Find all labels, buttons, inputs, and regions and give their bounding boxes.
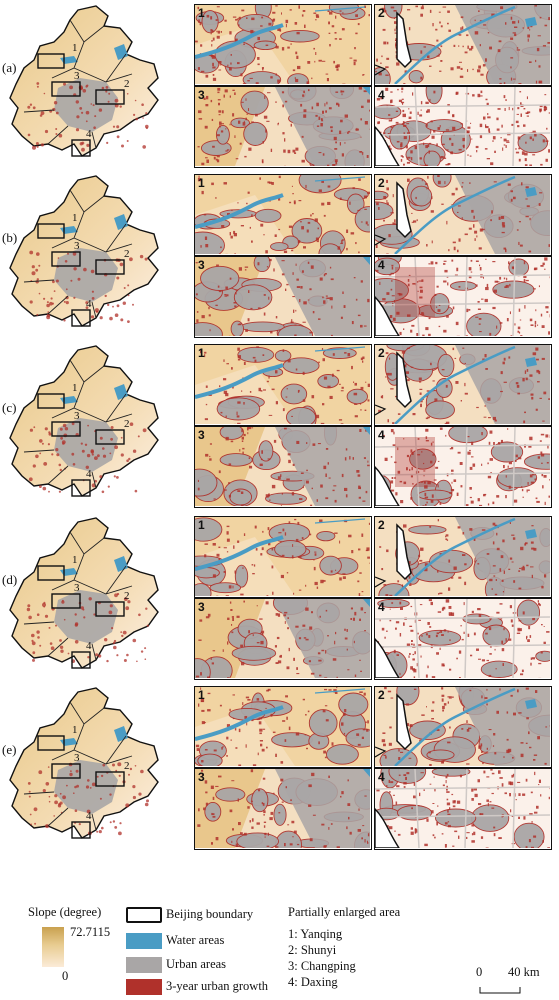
panel-number: 2 xyxy=(378,6,385,20)
map-row: (c) 1 2 3 4 1 2 3 4 xyxy=(0,342,559,510)
enlarged-panel: 1 xyxy=(194,686,372,768)
enlarged-panel: 3 xyxy=(194,256,372,338)
enlarged-panel: 3 xyxy=(194,598,372,680)
panel-number: 1 xyxy=(198,346,205,360)
panel-number: 2 xyxy=(378,518,385,532)
water-swatch xyxy=(126,933,162,949)
panel-number: 3 xyxy=(198,428,205,442)
enlarged-panel: 2 xyxy=(374,174,552,256)
area-daxing: 4: Daxing xyxy=(288,975,338,989)
boundary-swatch xyxy=(126,907,162,923)
overview-box-label: 3 xyxy=(74,410,80,422)
scale-start: 0 xyxy=(476,965,483,979)
beijing-overview-map: 1 2 3 4 xyxy=(8,2,168,170)
row-label: (a) xyxy=(2,60,17,75)
panel-number: 4 xyxy=(378,770,385,784)
panel-number: 2 xyxy=(378,688,385,702)
overview-box-label: 1 xyxy=(72,42,78,54)
beijing-overview-map: 1 2 3 4 xyxy=(8,342,168,510)
overview-box-label: 4 xyxy=(86,298,92,310)
enlarged-panel: 2 xyxy=(374,686,552,768)
enlarged-panel: 3 xyxy=(194,768,372,850)
panel-number: 1 xyxy=(198,688,205,702)
overview-box-label: 2 xyxy=(124,760,130,772)
growth-swatch xyxy=(126,979,162,995)
enlarged-panel: 1 xyxy=(194,516,372,598)
panel-number: 3 xyxy=(198,258,205,272)
panel-number: 1 xyxy=(198,176,205,190)
enlarged-panel: 2 xyxy=(374,344,552,426)
row-label: (b) xyxy=(2,230,18,245)
slope-gradient-bar xyxy=(42,927,64,967)
beijing-overview-map: 1 2 3 4 xyxy=(8,172,168,340)
map-row: (b) 1 2 3 4 1 2 3 4 xyxy=(0,172,559,340)
overview-box-label: 3 xyxy=(74,240,80,252)
overview-box-label: 2 xyxy=(124,590,130,602)
row-label: (e) xyxy=(2,742,17,757)
overview-box-label: 1 xyxy=(72,724,78,736)
map-row: (a) 1 2 3 4 1 2 3 4 xyxy=(0,2,559,170)
overview-box-label: 2 xyxy=(124,418,130,430)
map-row: (e) 1 2 3 4 1 2 3 4 xyxy=(0,684,559,852)
legend-label-urban: Urban areas xyxy=(166,957,227,971)
area-yanqing: 1: Yanqing xyxy=(288,927,343,941)
panel-number: 4 xyxy=(378,600,385,614)
overview-box-label: 2 xyxy=(124,78,130,90)
overview-box-label: 4 xyxy=(86,810,92,822)
enlarged-panel: 1 xyxy=(194,4,372,86)
enlarged-panel: 2 xyxy=(374,516,552,598)
enlarged-panel: 4 xyxy=(374,86,552,168)
legend-label-growth: 3-year urban growth xyxy=(166,979,269,993)
area-shunyi: 2: Shunyi xyxy=(288,943,337,957)
legend: Slope (degree) 72.7115 0 Beijing boundar… xyxy=(0,905,559,1000)
enlarged-panel: 3 xyxy=(194,426,372,508)
panel-number: 4 xyxy=(378,428,385,442)
overview-box-label: 2 xyxy=(124,248,130,260)
enlarged-panel: 4 xyxy=(374,426,552,508)
panel-number: 2 xyxy=(378,346,385,360)
panel-number: 1 xyxy=(198,518,205,532)
panel-number: 2 xyxy=(378,176,385,190)
slope-legend-title: Slope (degree) xyxy=(28,905,102,919)
overview-box-label: 1 xyxy=(72,382,78,394)
panel-number: 4 xyxy=(378,88,385,102)
enlarged-panel: 1 xyxy=(194,174,372,256)
beijing-overview-map: 1 2 3 4 xyxy=(8,684,168,852)
enlarged-panel: 4 xyxy=(374,256,552,338)
enlarged-panel: 4 xyxy=(374,598,552,680)
panel-number: 1 xyxy=(198,6,205,20)
enlarged-panel: 3 xyxy=(194,86,372,168)
legend-label-water: Water areas xyxy=(166,933,225,947)
overview-box-label: 4 xyxy=(86,640,92,652)
enlarged-panel: 4 xyxy=(374,768,552,850)
enlarged-area-title: Partially enlarged area xyxy=(288,905,401,919)
urban-swatch xyxy=(126,957,162,973)
row-label: (d) xyxy=(2,572,18,587)
row-label: (c) xyxy=(2,400,17,415)
slope-max-label: 72.7115 xyxy=(70,925,111,939)
enlarged-panel: 1 xyxy=(194,344,372,426)
scale-bar: 0 40 km xyxy=(476,965,558,995)
overview-box-label: 4 xyxy=(86,128,92,140)
overview-box-label: 3 xyxy=(74,582,80,594)
legend-label-boundary: Beijing boundary xyxy=(166,907,254,921)
overview-box-label: 1 xyxy=(72,212,78,224)
overview-box-label: 4 xyxy=(86,468,92,480)
overview-box-label: 1 xyxy=(72,554,78,566)
map-row: (d) 1 2 3 4 1 2 3 4 xyxy=(0,514,559,682)
overview-box-label: 3 xyxy=(74,752,80,764)
panel-number: 3 xyxy=(198,88,205,102)
overview-box-label: 3 xyxy=(74,70,80,82)
panel-number: 3 xyxy=(198,600,205,614)
area-changping: 3: Changping xyxy=(288,959,356,973)
enlarged-panel: 2 xyxy=(374,4,552,86)
beijing-overview-map: 1 2 3 4 xyxy=(8,514,168,682)
slope-min-label: 0 xyxy=(62,969,69,983)
panel-number: 4 xyxy=(378,258,385,272)
panel-number: 3 xyxy=(198,770,205,784)
scale-end: 40 km xyxy=(508,965,540,979)
